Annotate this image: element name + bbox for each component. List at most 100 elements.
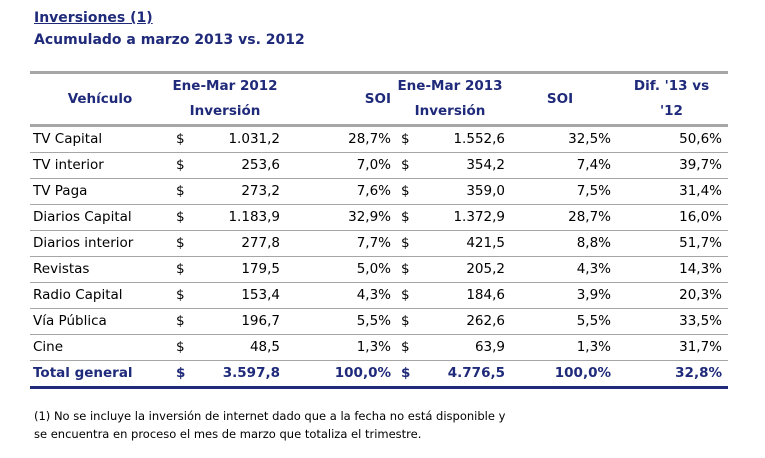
cell-total-inv-2012: 3.597,8 <box>192 360 280 389</box>
cell-inv-2013: 1.372,9 <box>417 204 505 231</box>
currency-symbol: $ <box>395 178 417 205</box>
cell-dif: 39,7% <box>615 152 728 179</box>
cell-soi-2012: 1,3% <box>280 334 395 361</box>
footnote-line: se encuentra en proceso el mes de marzo … <box>34 427 422 441</box>
table-row: Diarios interior $ 277,8 7,7% $ 421,5 8,… <box>30 230 728 257</box>
cell-vehiculo: Revistas <box>30 256 170 283</box>
cell-inv-2012: 253,6 <box>192 152 280 179</box>
header-vehiculo: Vehículo <box>30 71 170 127</box>
header-dif-line1: Dif. '13 vs <box>615 71 728 99</box>
cell-inv-2012: 196,7 <box>192 308 280 335</box>
report-subtitle: Acumulado a marzo 2013 vs. 2012 <box>34 32 305 48</box>
cell-total-soi-2013: 100,0% <box>505 360 615 389</box>
cell-vehiculo: TV interior <box>30 152 170 179</box>
currency-symbol: $ <box>170 204 192 231</box>
header-inversion-2012: Inversión <box>170 99 280 127</box>
cell-inv-2013: 421,5 <box>417 230 505 257</box>
currency-symbol: $ <box>395 334 417 361</box>
header-inversion-2013: Inversión <box>395 99 505 127</box>
cell-vehiculo: Diarios Capital <box>30 204 170 231</box>
currency-symbol: $ <box>170 334 192 361</box>
cell-inv-2013: 354,2 <box>417 152 505 179</box>
cell-soi-2013: 7,4% <box>505 152 615 179</box>
cell-inv-2012: 277,8 <box>192 230 280 257</box>
cell-inv-2012: 273,2 <box>192 178 280 205</box>
currency-symbol: $ <box>395 308 417 335</box>
cell-dif: 31,4% <box>615 178 728 205</box>
cell-vehiculo: Vía Pública <box>30 308 170 335</box>
cell-vehiculo: Cine <box>30 334 170 361</box>
cell-vehiculo: TV Paga <box>30 178 170 205</box>
cell-soi-2013: 4,3% <box>505 256 615 283</box>
cell-soi-2012: 7,7% <box>280 230 395 257</box>
cell-soi-2013: 28,7% <box>505 204 615 231</box>
cell-inv-2012: 48,5 <box>192 334 280 361</box>
table-row: Revistas $ 179,5 5,0% $ 205,2 4,3% 14,3% <box>30 256 728 283</box>
currency-symbol: $ <box>170 256 192 283</box>
cell-soi-2012: 7,0% <box>280 152 395 179</box>
cell-soi-2012: 7,6% <box>280 178 395 205</box>
cell-total-label: Total general <box>30 360 170 389</box>
cell-inv-2012: 1.031,2 <box>192 125 280 153</box>
cell-inv-2012: 1.183,9 <box>192 204 280 231</box>
footnote: (1) No se incluye la inversión de intern… <box>34 407 554 443</box>
header-dif-line2: '12 <box>615 99 728 127</box>
currency-symbol: $ <box>170 125 192 153</box>
table-row: TV interior $ 253,6 7,0% $ 354,2 7,4% 39… <box>30 152 728 179</box>
header-soi-2012: SOI <box>280 71 395 127</box>
currency-symbol: $ <box>395 125 417 153</box>
cell-inv-2013: 262,6 <box>417 308 505 335</box>
currency-symbol: $ <box>395 204 417 231</box>
total-row: Total general $ 3.597,8 100,0% $ 4.776,5… <box>30 360 728 389</box>
table-row: Radio Capital $ 153,4 4,3% $ 184,6 3,9% … <box>30 282 728 309</box>
cell-total-soi-2012: 100,0% <box>280 360 395 389</box>
cell-inv-2012: 179,5 <box>192 256 280 283</box>
cell-soi-2013: 3,9% <box>505 282 615 309</box>
cell-vehiculo: Diarios interior <box>30 230 170 257</box>
currency-symbol: $ <box>170 152 192 179</box>
currency-symbol: $ <box>395 282 417 309</box>
header-period-2012: Ene-Mar 2012 <box>170 71 280 99</box>
table-row: TV Paga $ 273,2 7,6% $ 359,0 7,5% 31,4% <box>30 178 728 205</box>
cell-soi-2013: 5,5% <box>505 308 615 335</box>
cell-inv-2012: 153,4 <box>192 282 280 309</box>
cell-dif: 16,0% <box>615 204 728 231</box>
cell-soi-2012: 5,5% <box>280 308 395 335</box>
currency-symbol: $ <box>170 282 192 309</box>
table-row: Diarios Capital $ 1.183,9 32,9% $ 1.372,… <box>30 204 728 231</box>
cell-total-inv-2013: 4.776,5 <box>417 360 505 389</box>
table-row: Cine $ 48,5 1,3% $ 63,9 1,3% 31,7% <box>30 334 728 361</box>
cell-inv-2013: 184,6 <box>417 282 505 309</box>
cell-dif: 14,3% <box>615 256 728 283</box>
cell-soi-2012: 5,0% <box>280 256 395 283</box>
currency-symbol: $ <box>170 230 192 257</box>
cell-soi-2012: 4,3% <box>280 282 395 309</box>
cell-dif: 20,3% <box>615 282 728 309</box>
cell-inv-2013: 1.552,6 <box>417 125 505 153</box>
currency-symbol: $ <box>395 230 417 257</box>
table-row: Vía Pública $ 196,7 5,5% $ 262,6 5,5% 33… <box>30 308 728 335</box>
cell-soi-2013: 1,3% <box>505 334 615 361</box>
report-title: Inversiones (1) <box>34 10 153 26</box>
cell-soi-2012: 32,9% <box>280 204 395 231</box>
currency-symbol: $ <box>170 308 192 335</box>
cell-soi-2013: 8,8% <box>505 230 615 257</box>
currency-symbol: $ <box>395 256 417 283</box>
cell-soi-2013: 32,5% <box>505 125 615 153</box>
header-soi-2013: SOI <box>505 71 615 127</box>
cell-dif: 31,7% <box>615 334 728 361</box>
cell-inv-2013: 63,9 <box>417 334 505 361</box>
cell-dif: 50,6% <box>615 125 728 153</box>
cell-dif: 51,7% <box>615 230 728 257</box>
header-period-2013: Ene-Mar 2013 <box>395 71 505 99</box>
currency-symbol: $ <box>170 178 192 205</box>
currency-symbol: $ <box>395 152 417 179</box>
cell-inv-2013: 359,0 <box>417 178 505 205</box>
currency-symbol: $ <box>395 360 417 389</box>
table-row: TV Capital $ 1.031,2 28,7% $ 1.552,6 32,… <box>30 125 728 153</box>
cell-total-dif: 32,8% <box>615 360 728 389</box>
cell-vehiculo: Radio Capital <box>30 282 170 309</box>
cell-soi-2012: 28,7% <box>280 125 395 153</box>
cell-dif: 33,5% <box>615 308 728 335</box>
cell-vehiculo: TV Capital <box>30 125 170 153</box>
